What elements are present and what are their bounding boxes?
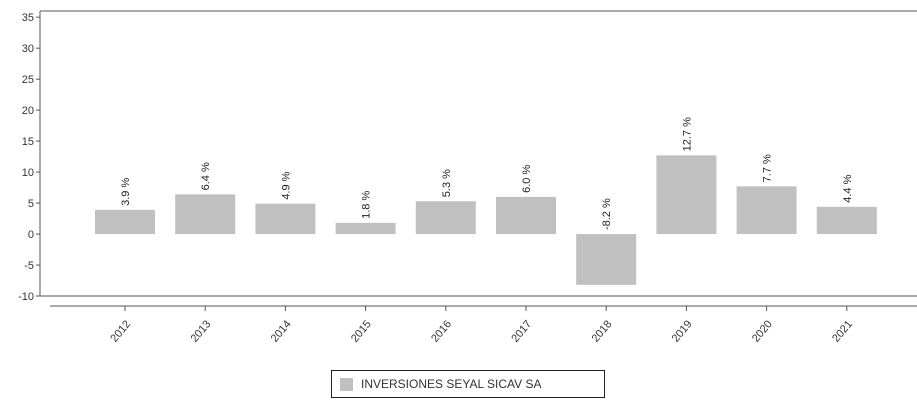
y-axis: 35 30 25 20 15 10 5 0 -5 -10 — [18, 12, 40, 303]
x-tick-label: 2017 — [509, 318, 534, 344]
y-tick-label: 35 — [22, 12, 34, 24]
y-tick-label: 20 — [22, 105, 34, 117]
x-tick-label: 2020 — [750, 318, 775, 344]
data-label: 4.9 % — [280, 171, 292, 199]
x-tick-label: 2014 — [269, 318, 294, 344]
y-tick-label: 15 — [22, 136, 34, 148]
bar — [816, 206, 877, 235]
data-label: 12.7 % — [681, 117, 693, 151]
bar — [335, 222, 396, 235]
bar-series — [95, 155, 877, 285]
y-tick-label: 0 — [28, 229, 34, 241]
y-tick-label: 25 — [22, 74, 34, 86]
x-tick-label: 2018 — [590, 318, 615, 344]
x-tick-label: 2013 — [189, 318, 214, 344]
data-label: -8.2 % — [601, 198, 613, 230]
data-label: 5.3 % — [441, 169, 453, 197]
x-tick-label: 2019 — [670, 318, 695, 344]
x-axis: 2012 2013 2014 2015 2016 2017 2018 2019 2020 2021 — [108, 306, 855, 345]
bar — [415, 201, 476, 235]
y-tick-label: 30 — [22, 43, 34, 55]
bar — [95, 209, 155, 235]
y-tick-label: 10 — [22, 167, 34, 179]
data-label: 3.9 % — [120, 178, 132, 206]
x-tick-label: 2015 — [349, 318, 374, 344]
legend: INVERSIONES SEYAL SICAV SA — [331, 370, 605, 398]
data-label: 7.7 % — [762, 154, 774, 182]
x-tick-label: 2016 — [429, 318, 454, 344]
data-label: 1.8 % — [361, 191, 373, 219]
legend-label: INVERSIONES SEYAL SICAV SA — [361, 377, 542, 391]
data-label: 6.4 % — [200, 162, 212, 190]
bar — [736, 186, 797, 235]
legend-swatch — [340, 377, 353, 391]
bar — [496, 196, 556, 235]
x-tick-label: 2012 — [108, 318, 133, 344]
y-tick-label: 5 — [28, 198, 34, 210]
data-label: 6.0 % — [521, 165, 533, 193]
data-labels: 3.9 % 6.4 % 4.9 % 1.8 % 5.3 % 6.0 % -8.2 % 12.7… — [120, 117, 854, 230]
bar — [656, 155, 717, 235]
bar — [576, 234, 637, 285]
plot-frame — [39, 10, 917, 307]
bar — [175, 194, 236, 235]
x-tick-label: 2021 — [830, 318, 855, 344]
data-label: 4.4 % — [842, 174, 854, 202]
y-tick-label: -5 — [24, 260, 34, 272]
bar — [255, 203, 316, 235]
y-tick-label: -10 — [18, 291, 34, 303]
